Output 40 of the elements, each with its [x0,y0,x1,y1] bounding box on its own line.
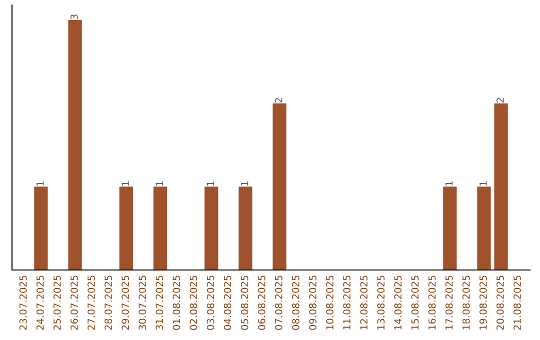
x-tick-label: 12.08.2025 [360,276,368,330]
data-label: 1 [480,181,487,186]
x-tick-label: 08.08.2025 [292,276,300,330]
data-label: 1 [122,181,129,186]
x-tick-label: 25.07.2025 [53,276,61,330]
x-tick-label: 29.07.2025 [122,276,129,330]
x-tick-label: 20.08.2025 [496,276,504,330]
data-label: 1 [446,181,453,186]
x-tick-label: 21.08.2025 [514,276,521,330]
x-tick-label: 07.08.2025 [274,276,282,330]
x-tick-label: 01.08.2025 [172,276,180,330]
x-tick-label: 15.08.2025 [411,276,419,330]
x-tick-label: 13.08.2025 [377,276,385,330]
x-tick-label: 06.08.2025 [258,276,266,330]
x-tick-label: 18.08.2025 [462,276,470,330]
x-tick-label: 16.08.2025 [428,276,436,330]
x-tick-label: 28.07.2025 [104,276,112,330]
x-tick-label: 17.08.2025 [445,276,453,330]
x-tick-label: 23.07.2025 [19,276,27,330]
data-label: 1 [156,181,163,186]
x-tick-label: 27.07.2025 [88,276,95,330]
x-tick-label: 26.07.2025 [70,276,78,330]
data-label: 1 [36,181,44,186]
x-tick-label: 11.08.2025 [343,276,350,330]
data-label: 1 [206,181,214,186]
x-tick-label: 24.07.2025 [36,276,44,330]
data-label: 2 [496,98,504,103]
x-tick-label: 10.08.2025 [326,276,334,330]
x-tick-label: 31.07.2025 [156,276,164,330]
x-tick-label: 04.08.2025 [224,276,232,330]
x-tick-label: 19.08.2025 [479,276,487,330]
x-tick-label: 03.08.2025 [206,276,214,330]
data-label: 3 [70,14,78,20]
data-label: 2 [274,98,282,103]
x-tick-label: 14.08.2025 [394,276,402,330]
x-tick-label: 02.08.2025 [190,276,198,330]
x-tick-label: 30.07.2025 [138,276,146,330]
x-tick-label: 05.08.2025 [240,276,248,330]
x-tick-label: 09.08.2025 [309,276,316,330]
data-label: 1 [241,181,248,186]
